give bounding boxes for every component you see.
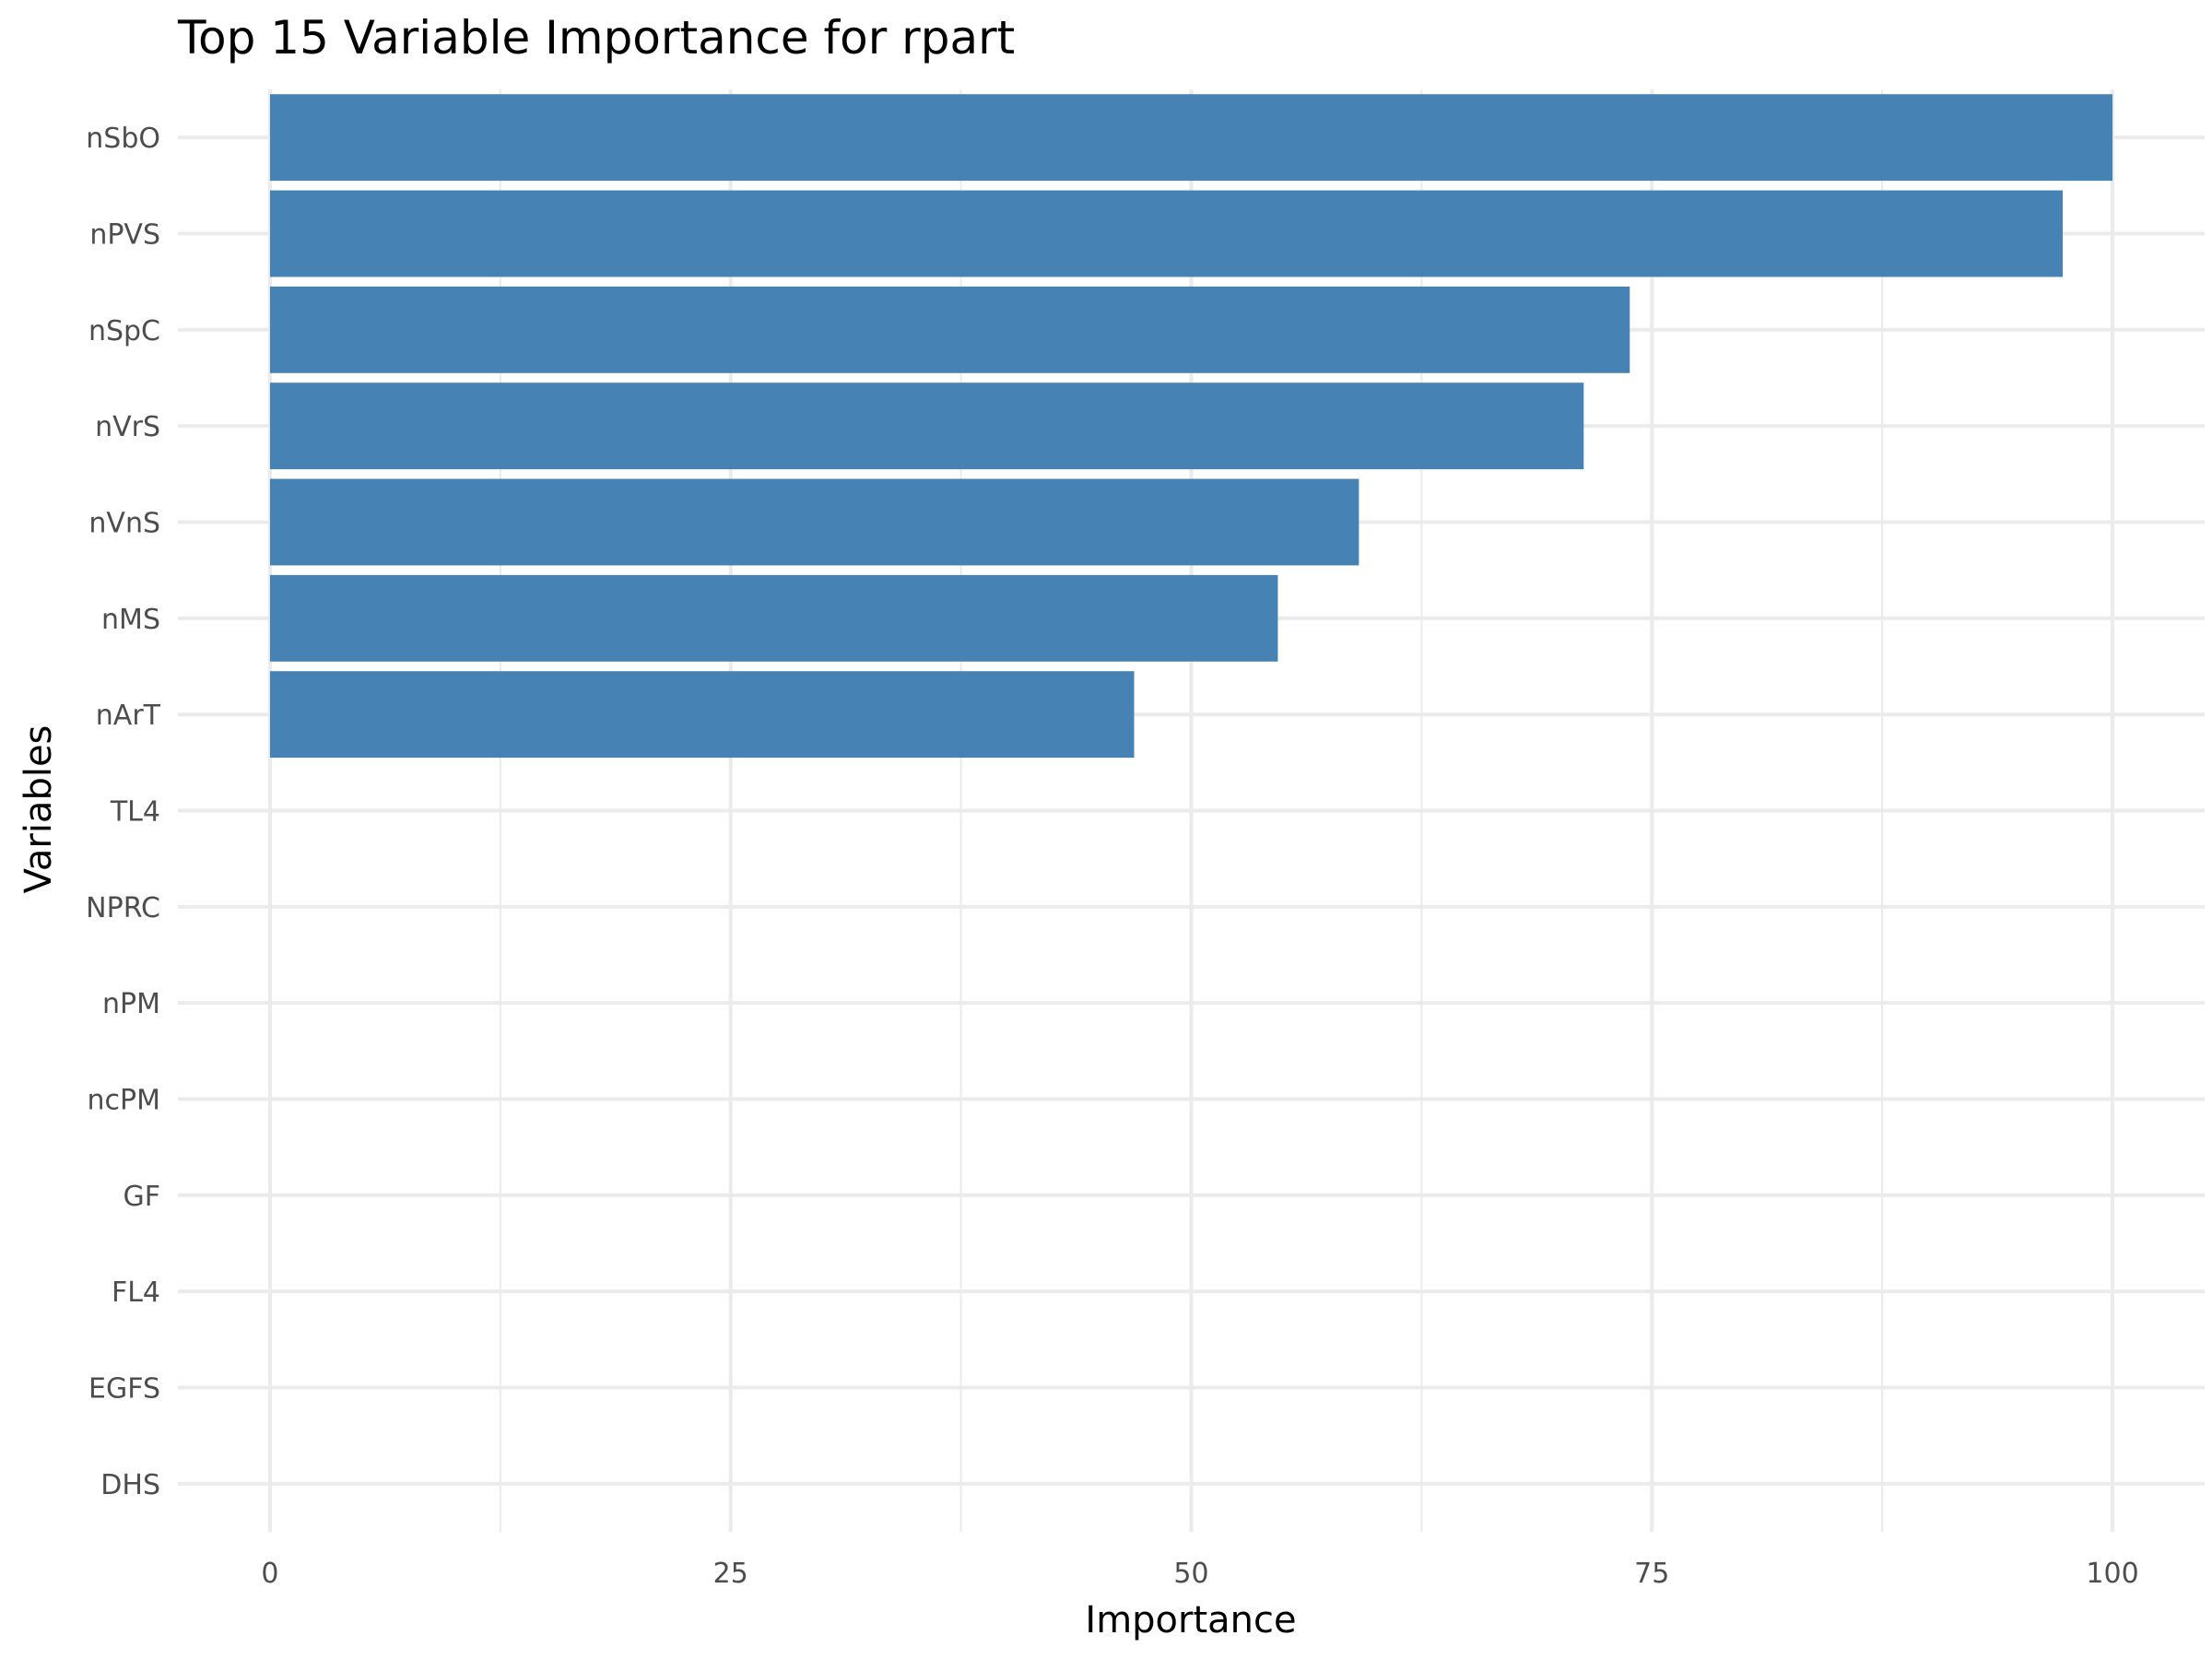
x-tick-label: 100: [2086, 1558, 2138, 1590]
y-tick-label: GF: [123, 1181, 160, 1213]
y-axis-tick-labels: nSbO nPVS nSpC nVrS nVnS nMS nArT TL4 NPRC nPM ncP…: [86, 123, 161, 1501]
bar-nSpC: [269, 286, 1630, 373]
y-tick-label: nSbO: [86, 123, 160, 155]
bar-nMS: [269, 574, 1278, 662]
y-tick-label: nMS: [101, 604, 160, 636]
bar-nVrS: [269, 382, 1584, 470]
y-tick-label: nArT: [96, 700, 161, 732]
y-tick-label: EGFS: [88, 1373, 160, 1406]
bar-nPVS: [269, 190, 2064, 277]
bar-nArT: [269, 671, 1135, 759]
y-tick-label: NPRC: [86, 892, 160, 924]
y-tick-label: TL4: [110, 796, 160, 829]
y-tick-label: FL4: [112, 1277, 160, 1309]
chart-title: Top 15 Variable Importance for rpart: [177, 11, 1015, 65]
y-tick-label: nVnS: [88, 508, 160, 540]
bars: [269, 94, 2113, 759]
bar-nSbO: [269, 94, 2113, 182]
y-tick-label: DHS: [100, 1469, 160, 1501]
x-axis-tick-labels: 0 25 50 75 100: [261, 1558, 2138, 1590]
bar-nVnS: [269, 478, 1359, 566]
x-tick-label: 0: [261, 1558, 278, 1590]
y-tick-label: nPVS: [89, 219, 160, 252]
x-tick-label: 75: [1634, 1558, 1669, 1590]
x-tick-label: 25: [713, 1558, 748, 1590]
y-axis-title: Variables: [18, 725, 60, 894]
y-tick-label: nVrS: [95, 411, 160, 443]
x-tick-label: 50: [1173, 1558, 1208, 1590]
y-tick-label: ncPM: [88, 1085, 160, 1117]
x-axis-title: Importance: [1085, 1599, 1296, 1641]
y-tick-label: nSpC: [88, 315, 160, 347]
y-tick-label: nPM: [102, 988, 160, 1020]
